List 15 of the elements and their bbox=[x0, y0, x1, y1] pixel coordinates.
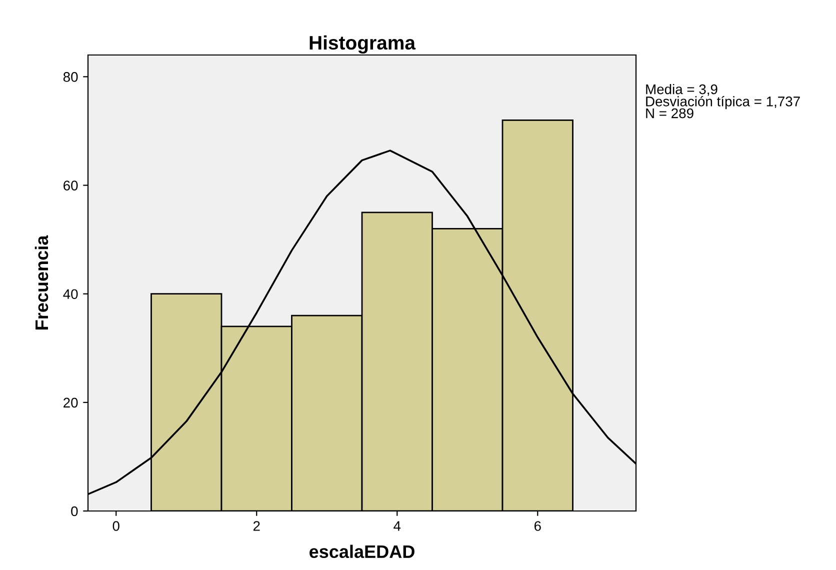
text: Media = 3,9 bbox=[646, 84, 718, 96]
x-axis-title: escalaEDAD bbox=[310, 544, 414, 558]
text: Desviación típica = 1,737 bbox=[646, 96, 800, 110]
y-tick-label: 60 bbox=[64, 180, 78, 190]
x-tick-label: 4 bbox=[394, 521, 401, 531]
y-tick-label: 0 bbox=[71, 506, 78, 516]
x-tick-label: 6 bbox=[534, 521, 541, 531]
text: N = 289 bbox=[646, 108, 694, 118]
y-tick-label: 80 bbox=[63, 72, 78, 82]
y-tick-label: 20 bbox=[64, 398, 78, 408]
x-tick-label: 2 bbox=[253, 521, 260, 531]
y-tick-label: 40 bbox=[63, 289, 78, 300]
chart-title: Histograma bbox=[310, 35, 416, 54]
x-tick-label: 0 bbox=[112, 521, 120, 531]
y-axis-title: Frecuencia bbox=[34, 235, 48, 330]
